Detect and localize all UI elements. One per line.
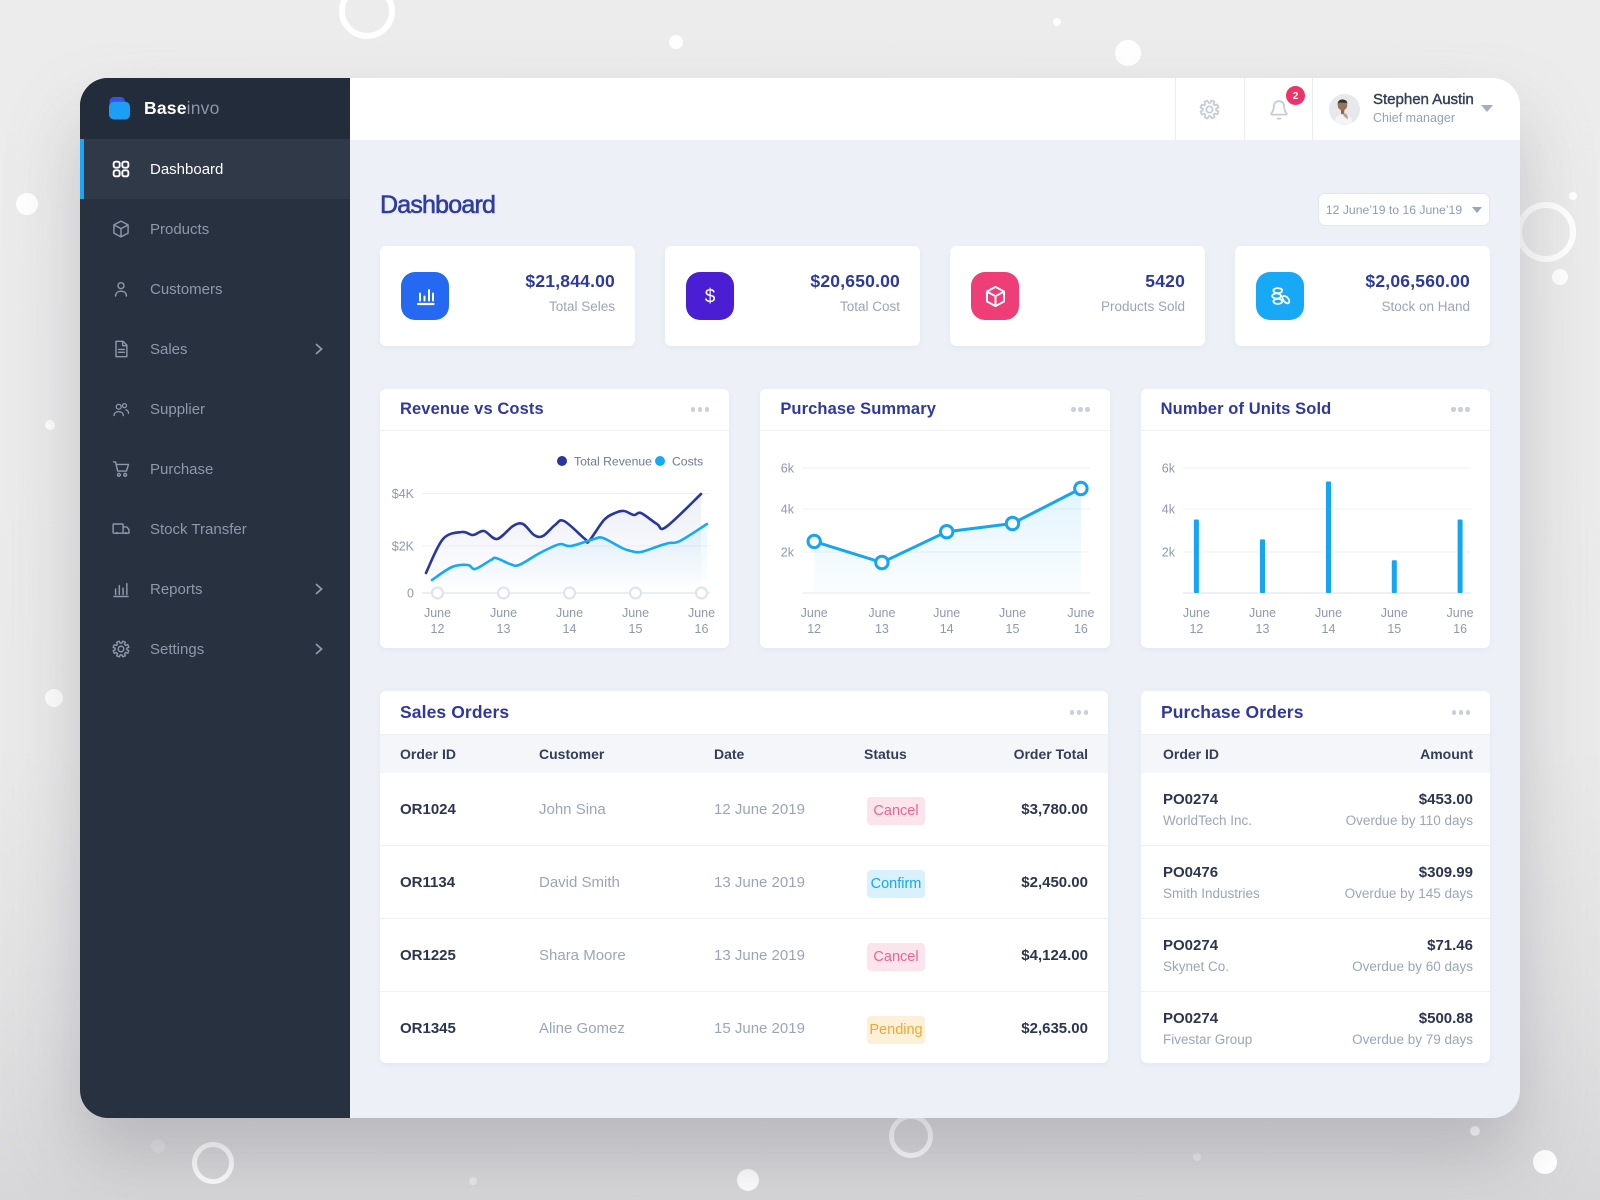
svg-text:2k: 2k: [1161, 546, 1175, 560]
svg-text:June: June: [622, 606, 649, 620]
svg-text:14: 14: [563, 622, 577, 636]
svg-text:6k: 6k: [1161, 462, 1175, 476]
svg-text:6k: 6k: [781, 462, 795, 476]
svg-text:June: June: [1183, 606, 1210, 620]
svg-text:Costs: Costs: [672, 455, 703, 469]
svg-text:June: June: [688, 606, 715, 620]
svg-text:June: June: [1068, 606, 1095, 620]
svg-text:12: 12: [808, 622, 822, 636]
svg-text:June: June: [556, 606, 583, 620]
svg-text:June: June: [1315, 606, 1342, 620]
svg-text:12: 12: [431, 622, 445, 636]
svg-text:15: 15: [1006, 622, 1020, 636]
svg-text:2k: 2k: [781, 546, 795, 560]
svg-text:June: June: [490, 606, 517, 620]
svg-text:12: 12: [1189, 622, 1203, 636]
svg-text:0: 0: [407, 587, 414, 601]
svg-text:4k: 4k: [781, 503, 795, 517]
svg-text:June: June: [999, 606, 1026, 620]
svg-text:13: 13: [497, 622, 511, 636]
svg-text:$: $: [705, 287, 716, 308]
svg-text:June: June: [933, 606, 960, 620]
svg-text:13: 13: [875, 622, 889, 636]
svg-text:June: June: [1249, 606, 1276, 620]
svg-text:June: June: [424, 606, 451, 620]
svg-text:15: 15: [629, 622, 643, 636]
svg-text:Total Revenue: Total Revenue: [574, 455, 652, 469]
svg-text:June: June: [1380, 606, 1407, 620]
svg-text:4k: 4k: [1161, 503, 1175, 517]
svg-text:June: June: [1446, 606, 1473, 620]
svg-text:13: 13: [1255, 622, 1269, 636]
svg-text:$2K: $2K: [392, 540, 415, 554]
svg-text:16: 16: [1074, 622, 1088, 636]
svg-text:14: 14: [940, 622, 954, 636]
svg-text:June: June: [801, 606, 828, 620]
svg-text:June: June: [869, 606, 896, 620]
svg-text:16: 16: [1453, 622, 1467, 636]
svg-text:$4K: $4K: [392, 487, 415, 501]
svg-text:15: 15: [1387, 622, 1401, 636]
svg-text:14: 14: [1321, 622, 1335, 636]
svg-text:16: 16: [695, 622, 709, 636]
